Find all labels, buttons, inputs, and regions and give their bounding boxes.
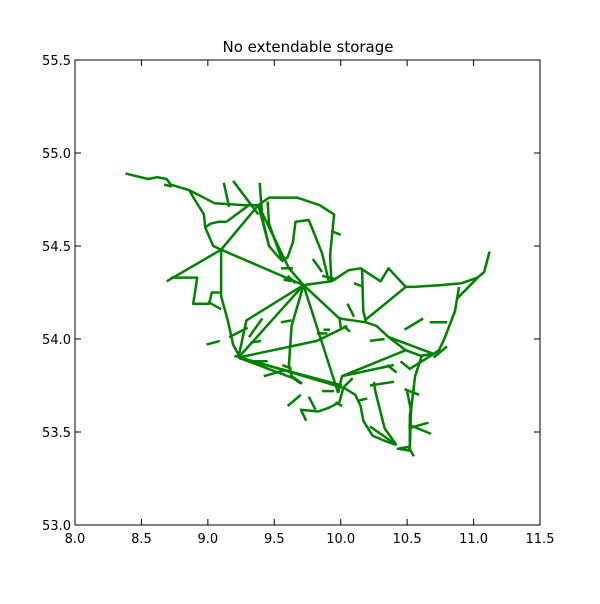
line-segment-8 xyxy=(257,204,331,282)
line-segment-3 xyxy=(204,220,227,229)
line-segment-50 xyxy=(353,282,364,289)
y-tick-label: 53.0 xyxy=(42,519,71,534)
x-tick-label: 11.0 xyxy=(459,532,488,547)
line-segment-34 xyxy=(369,425,398,447)
line-segment-53 xyxy=(321,274,338,281)
line-segment-46 xyxy=(405,390,413,412)
line-segment-0 xyxy=(125,172,336,282)
line-segment-2 xyxy=(188,189,222,251)
line-segment-23 xyxy=(360,268,368,323)
line-segment-51 xyxy=(346,303,356,318)
line-segment-55 xyxy=(330,229,342,236)
y-tick-label: 54.0 xyxy=(42,333,71,348)
y-tick-label: 53.5 xyxy=(42,426,71,441)
x-tick-label: 9.0 xyxy=(198,532,219,547)
line-segment-33 xyxy=(342,386,397,447)
line-segment-39 xyxy=(396,445,415,457)
line-segment-43 xyxy=(404,388,420,396)
line-segment-9 xyxy=(258,182,271,247)
line-segment-64 xyxy=(206,339,221,346)
x-tick-label: 11.5 xyxy=(526,532,555,547)
line-segment-52 xyxy=(338,316,342,328)
line-segment-10 xyxy=(266,201,284,262)
line-segment-16 xyxy=(237,284,305,359)
line-segment-60 xyxy=(247,317,264,338)
line-segment-47 xyxy=(369,380,395,387)
line-segment-36 xyxy=(456,276,479,299)
line-segment-28 xyxy=(388,335,435,356)
line-segment-5 xyxy=(222,182,231,208)
line-segment-45 xyxy=(408,423,432,436)
ticks-layer: 8.0 8.5 9.0 9.5 10.0 10.5 11.0 11.5 53.0 53.5 54.0… xyxy=(42,54,554,547)
line-segment-1 xyxy=(163,183,173,188)
series-layer xyxy=(125,172,491,457)
line-segment-14 xyxy=(170,276,220,305)
line-segment-15 xyxy=(219,249,243,361)
line-segment-40 xyxy=(403,317,424,331)
y-tick-label: 54.5 xyxy=(42,240,71,255)
line-segment-69 xyxy=(286,393,302,407)
line-segment-75 xyxy=(342,325,351,333)
line-segment-6 xyxy=(225,204,250,223)
line-segment-21 xyxy=(237,284,305,358)
line-segment-20 xyxy=(302,284,434,357)
x-tick-label: 8.5 xyxy=(131,532,152,547)
line-segment-54 xyxy=(311,258,324,273)
line-segment-67 xyxy=(263,369,284,378)
line-segment-35 xyxy=(372,381,398,446)
line-segment-59 xyxy=(280,319,292,324)
line-segment-24 xyxy=(238,324,348,359)
line-segment-76 xyxy=(359,397,368,402)
line-segment-72 xyxy=(334,401,343,408)
line-segment-31 xyxy=(341,363,395,378)
y-tick-label: 55.5 xyxy=(42,54,71,69)
y-tick-label: 55.0 xyxy=(42,147,71,162)
line-segment-4 xyxy=(220,204,260,251)
line-segment-49 xyxy=(369,337,385,343)
line-segment-66 xyxy=(250,339,262,344)
line-segment-13 xyxy=(166,248,222,283)
x-tick-label: 8.0 xyxy=(65,532,86,547)
chart-title: No extendable storage xyxy=(222,38,393,56)
line-segment-44 xyxy=(408,421,429,430)
line-segment-70 xyxy=(307,396,317,411)
line-segment-73 xyxy=(286,274,297,285)
x-tick-label: 10.0 xyxy=(326,532,355,547)
line-segment-7 xyxy=(232,180,260,216)
x-tick-label: 10.5 xyxy=(393,532,422,547)
line-segment-58 xyxy=(283,278,292,283)
line-segment-65 xyxy=(228,326,249,339)
line-segment-48 xyxy=(386,364,398,374)
line-segment-68 xyxy=(281,363,293,370)
line-segment-63 xyxy=(207,300,222,311)
line-segment-22 xyxy=(363,285,407,322)
plot-frame xyxy=(74,59,541,526)
line-segment-29 xyxy=(399,352,435,371)
line-segment-37 xyxy=(432,286,461,355)
line-segment-42 xyxy=(432,345,448,359)
x-tick-label: 9.5 xyxy=(264,532,285,547)
